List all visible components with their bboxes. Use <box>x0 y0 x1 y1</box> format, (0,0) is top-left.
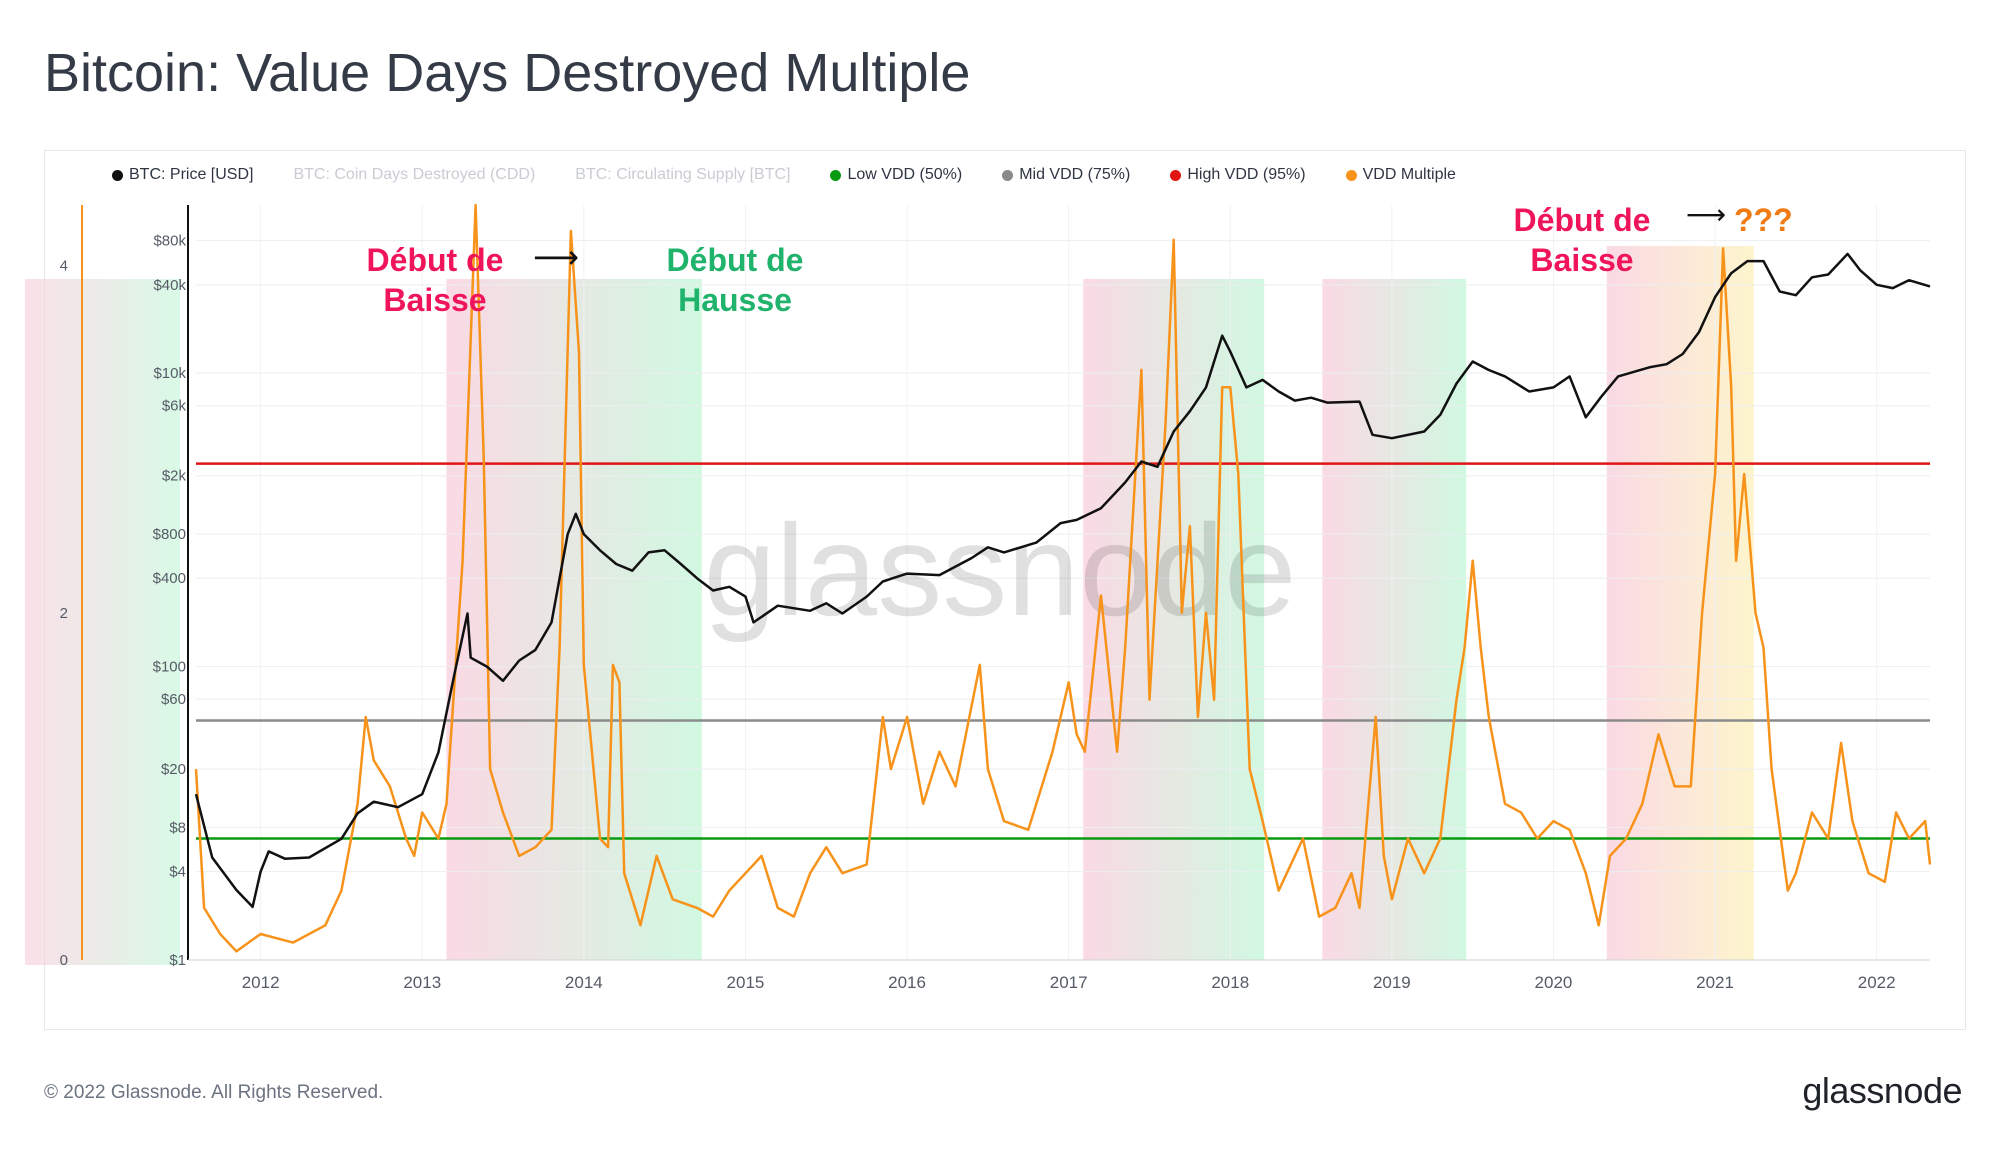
y-tick-label: $1 <box>169 952 186 969</box>
legend-label: VDD Multiple <box>1362 166 1456 183</box>
x-tick-label: 2012 <box>242 973 280 992</box>
x-tick-label: 2013 <box>403 973 441 992</box>
copyright: © 2022 Glassnode. All Rights Reserved. <box>44 1082 384 1103</box>
vdd-tick-label: 2 <box>60 605 68 622</box>
highlight-region <box>1322 279 1467 960</box>
annotation-line: Baisse <box>383 282 487 318</box>
x-tick-label: 2018 <box>1211 973 1249 992</box>
series-lines <box>194 203 1932 953</box>
x-tick-label: 2020 <box>1535 973 1573 992</box>
highlight-region <box>446 279 702 960</box>
x-tick-label: 2015 <box>727 973 765 992</box>
y-tick-label: $100 <box>153 659 186 676</box>
highlight-region <box>1606 246 1754 960</box>
arrow-icon: ⟶ <box>533 238 579 276</box>
legend-dot-icon <box>1170 169 1182 181</box>
highlight-region <box>1083 279 1265 960</box>
vdd-tick-label: 4 <box>60 258 68 275</box>
legend-label: BTC: Coin Days Destroyed (CDD) <box>293 166 536 183</box>
y-tick-label: $60 <box>161 691 186 708</box>
arrow-icon: ⟶ <box>1686 198 1727 231</box>
annotation-line: Début de <box>666 242 804 278</box>
watermark: glassnode <box>704 497 1297 643</box>
y-tick-label: $2k <box>162 468 187 485</box>
vdd-multiple-line <box>194 203 1932 953</box>
legend-label: Mid VDD (75%) <box>1019 166 1131 183</box>
page-title: Bitcoin: Value Days Destroyed Multiple <box>44 43 971 103</box>
legend-item-cdd[interactable]: BTC: Coin Days Destroyed (CDD) <box>293 166 535 184</box>
y-tick-label: $6k <box>162 398 187 415</box>
x-tick-label: 2014 <box>565 973 603 992</box>
annotation-line: Début de <box>1513 202 1651 238</box>
legend-item-price[interactable]: BTC: Price [USD] <box>112 166 253 184</box>
y-tick-label: $4 <box>169 864 186 881</box>
legend-dot-icon <box>1002 169 1014 181</box>
legend-label: Low VDD (50%) <box>847 166 963 183</box>
annotation-line: Hausse <box>678 282 792 318</box>
legend-item-mid-vdd[interactable]: Mid VDD (75%) <box>1002 166 1130 184</box>
annotation-start-bear-2: Début de Baisse <box>1497 200 1667 280</box>
legend-dot-icon <box>830 169 842 181</box>
legend-dot-icon <box>112 169 123 181</box>
legend-item-vdd-multiple[interactable]: VDD Multiple <box>1345 166 1456 184</box>
legend-item-high-vdd[interactable]: High VDD (95%) <box>1170 166 1306 184</box>
annotation-line: Baisse <box>1530 242 1634 278</box>
annotation-line: Début de <box>366 242 504 278</box>
y-tick-label: $10k <box>153 365 186 382</box>
brand-logo: glassnode <box>1802 1070 1962 1111</box>
x-tick-label: 2022 <box>1858 973 1896 992</box>
annotation-start-bear-1: Début de Baisse <box>350 240 520 320</box>
x-tick-label: 2016 <box>888 973 926 992</box>
y-tick-label: $80k <box>153 233 186 250</box>
vdd-tick-label: 0 <box>60 952 68 969</box>
x-tick-label: 2017 <box>1050 973 1088 992</box>
annotation-start-bull: Début de Hausse <box>650 240 820 320</box>
axis-band <box>25 279 180 965</box>
y-tick-label: $8 <box>169 820 186 837</box>
y-tick-label: $800 <box>153 526 186 543</box>
legend-item-supply[interactable]: BTC: Circulating Supply [BTC] <box>575 166 790 184</box>
x-tick-label: 2019 <box>1373 973 1411 992</box>
x-tick-label: 2021 <box>1696 973 1734 992</box>
legend-label: BTC: Price [USD] <box>129 166 254 183</box>
axes: $1 $4 $8 $20 $60 $100 $400 $800 $2k $6k $10k $40k $8… <box>60 205 1930 992</box>
legend-item-low-vdd[interactable]: Low VDD (50%) <box>830 166 962 184</box>
annotation-question: ??? <box>1734 202 1793 238</box>
legend-label: High VDD (95%) <box>1187 166 1306 183</box>
legend-label: BTC: Circulating Supply [BTC] <box>575 166 791 183</box>
legend: BTC: Price [USD] BTC: Coin Days Destroye… <box>112 166 1456 184</box>
y-tick-label: $400 <box>153 570 186 587</box>
y-tick-label: $20 <box>161 761 186 778</box>
price-line <box>194 252 1931 909</box>
y-tick-label: $40k <box>153 277 186 294</box>
legend-dot-icon <box>1345 169 1357 181</box>
highlight-regions <box>25 246 1754 965</box>
